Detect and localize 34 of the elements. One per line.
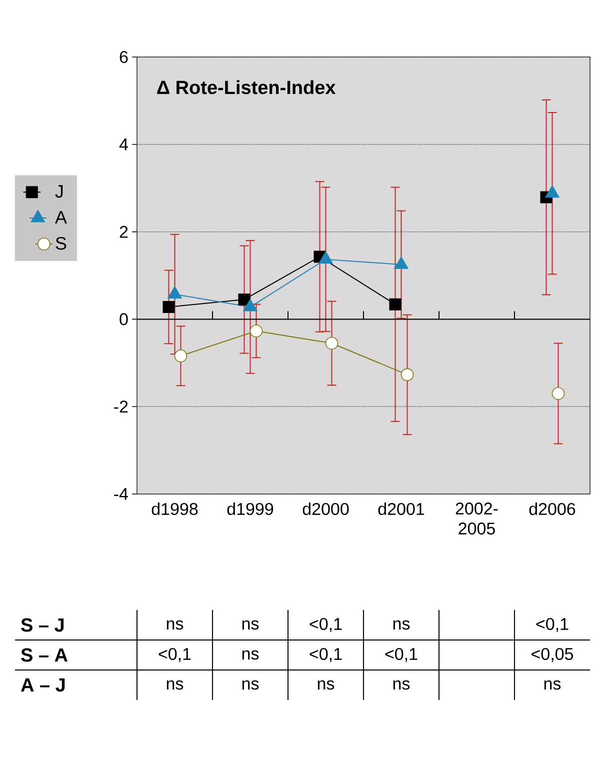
legend-label: S (56, 236, 66, 250)
y-tick-label: 2 (120, 226, 128, 238)
category-label: S – A (21, 648, 68, 662)
y-tick-label: 4 (119, 138, 128, 150)
category-label: A – J (21, 678, 65, 692)
text: ns (242, 620, 259, 630)
text: <0,05 (532, 648, 574, 662)
text: ns (393, 680, 410, 690)
text: <0,1 (158, 648, 191, 662)
text: ns (242, 680, 259, 690)
x-tick-label: d2001 (378, 502, 424, 516)
text: <0,1 (310, 648, 342, 662)
category-label: S – J (21, 618, 64, 632)
text: ns (544, 680, 561, 690)
text: <0,1 (536, 618, 568, 632)
y-tick-label: -4 (114, 488, 128, 500)
text: ns (318, 680, 334, 690)
text: ns (242, 650, 259, 660)
text: <0,1 (385, 648, 418, 662)
text: ns (166, 620, 184, 630)
x-tick-label: d2000 (302, 502, 349, 516)
y-tick-label: 6 (120, 50, 128, 64)
x-tick-label: d2006 (529, 502, 576, 516)
x-tick-label: d1998 (152, 502, 198, 516)
y-tick-label: 0 (120, 313, 128, 326)
legend-label: J (55, 185, 63, 198)
text: Δ Rote-Listen-Index (157, 80, 336, 94)
y-tick-label: -2 (114, 400, 128, 413)
legend-label: A (54, 211, 67, 224)
text: ns (166, 680, 184, 690)
x-tick-label: d1999 (227, 502, 274, 516)
text: <0,1 (310, 618, 342, 632)
x-tick-label: 2002-2005 (456, 502, 498, 535)
text: ns (393, 620, 410, 630)
